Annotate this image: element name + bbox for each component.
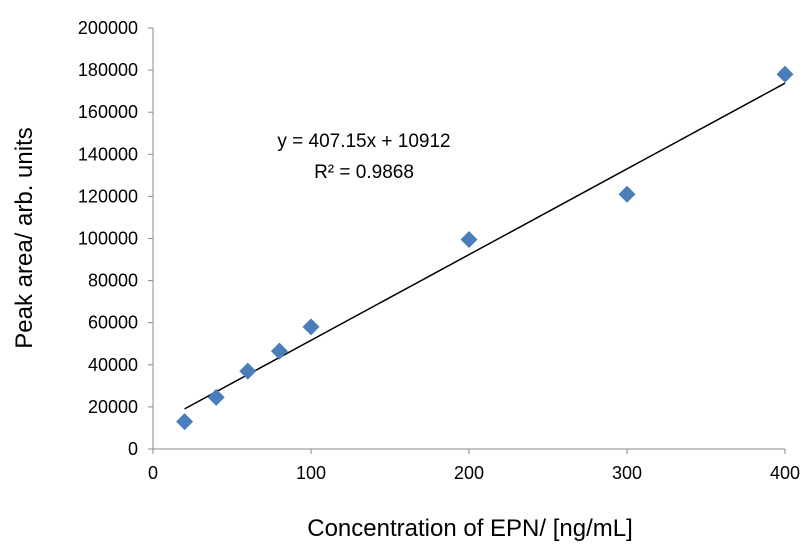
data-point: [460, 231, 478, 249]
y-tick-label: 0: [128, 439, 138, 459]
y-tick-label: 20000: [88, 397, 138, 417]
data-point: [776, 65, 794, 83]
data-point: [239, 362, 257, 380]
data-point: [176, 413, 194, 431]
x-tick-label: 200: [454, 463, 484, 483]
x-tick-label: 0: [148, 463, 158, 483]
trendline-equation: y = 407.15x + 10912: [277, 131, 450, 152]
data-point: [207, 388, 225, 406]
axes: [148, 27, 786, 454]
y-tick-label: 180000: [78, 60, 138, 80]
trendline-r-squared: R² = 0.9868: [314, 162, 414, 183]
x-tick-label: 300: [612, 463, 642, 483]
data-points: [176, 65, 794, 431]
data-point: [302, 318, 320, 336]
x-tick-labels: 0 100 200 300 400: [148, 463, 800, 483]
y-tick-label: 160000: [78, 102, 138, 122]
y-tick-label: 120000: [78, 186, 138, 206]
x-axis-title: Concentration of EPN/ [ng/mL]: [307, 515, 633, 542]
y-axis-title: Peak area/ arb. units: [11, 127, 38, 348]
y-tick-label: 80000: [88, 271, 138, 291]
trendline-group: [184, 82, 786, 410]
y-tick-label: 60000: [88, 313, 138, 333]
x-tick-label: 100: [296, 463, 326, 483]
x-tick-label: 400: [770, 463, 800, 483]
y-tick-label: 200000: [78, 18, 138, 38]
y-tick-labels: 0 20000 40000 60000 80000 100000 120000 140000 1…: [78, 18, 138, 459]
trendline: [184, 82, 786, 410]
data-point: [270, 342, 288, 360]
y-tick-label: 140000: [78, 144, 138, 164]
y-tick-label: 40000: [88, 355, 138, 375]
data-point: [618, 185, 636, 203]
y-tick-label: 100000: [78, 229, 138, 249]
